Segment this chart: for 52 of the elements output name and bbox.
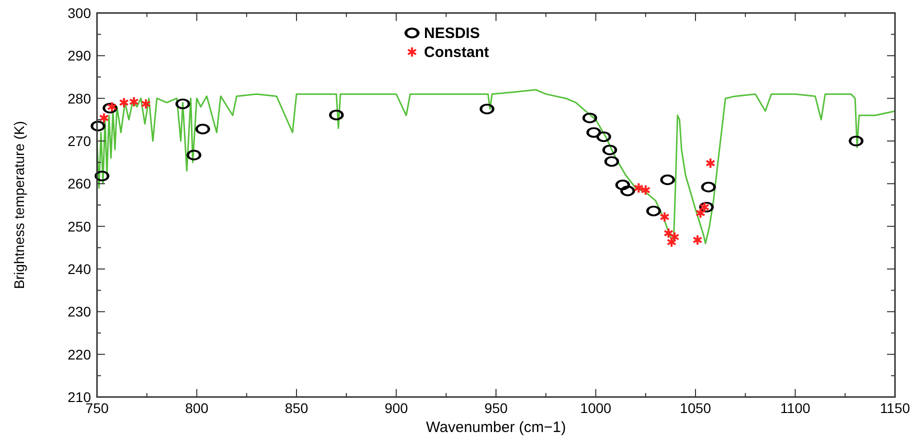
point bbox=[586, 127, 601, 138]
point bbox=[196, 124, 210, 134]
point bbox=[660, 211, 670, 223]
y-tick-label: 230 bbox=[68, 304, 92, 320]
point bbox=[660, 174, 675, 186]
x-axis-title: Wavenumber (cm−1) bbox=[426, 419, 566, 436]
point bbox=[701, 182, 716, 193]
x-tick-label: 850 bbox=[284, 400, 308, 416]
point bbox=[705, 158, 716, 169]
point bbox=[90, 120, 106, 132]
point bbox=[616, 180, 630, 190]
y-tick-label: 300 bbox=[68, 5, 92, 21]
point bbox=[620, 185, 635, 196]
x-tick-label: 1150 bbox=[880, 400, 910, 416]
point bbox=[118, 96, 129, 108]
x-tick-label: 950 bbox=[484, 400, 508, 416]
y-tick-label: 260 bbox=[68, 176, 92, 192]
x-tick-label: 900 bbox=[384, 400, 408, 416]
point bbox=[329, 110, 344, 120]
point bbox=[140, 98, 151, 110]
point bbox=[106, 101, 117, 112]
y-tick-label: 240 bbox=[68, 261, 92, 277]
x-tick-label: 1100 bbox=[780, 400, 811, 416]
point bbox=[634, 182, 644, 194]
point bbox=[128, 96, 139, 108]
x-tick-label: 1050 bbox=[680, 400, 712, 416]
y-tick-label: 280 bbox=[68, 90, 92, 106]
point bbox=[98, 112, 109, 124]
y-tick-label: 290 bbox=[68, 48, 92, 64]
point bbox=[604, 156, 619, 167]
y-tick-label: 270 bbox=[68, 133, 92, 149]
point bbox=[94, 170, 110, 182]
y-axis-title: Brightness temperature (K) bbox=[11, 120, 27, 290]
x-tick-label: 800 bbox=[185, 400, 209, 416]
x-tick-label: 1000 bbox=[580, 400, 612, 416]
point bbox=[664, 228, 674, 239]
y-tick-label: 220 bbox=[68, 346, 92, 362]
point bbox=[692, 234, 703, 246]
point bbox=[176, 98, 190, 110]
point bbox=[646, 206, 661, 216]
point bbox=[186, 150, 202, 161]
point bbox=[602, 144, 617, 156]
point bbox=[596, 131, 611, 142]
legend-label: NESDIS bbox=[424, 25, 480, 42]
point bbox=[582, 112, 597, 124]
point bbox=[480, 104, 494, 114]
y-tick-label: 250 bbox=[68, 218, 92, 234]
point bbox=[640, 184, 651, 196]
point bbox=[102, 102, 118, 114]
legend-label: Constant bbox=[424, 44, 489, 61]
line-series bbox=[96, 89, 896, 244]
point bbox=[848, 136, 864, 146]
